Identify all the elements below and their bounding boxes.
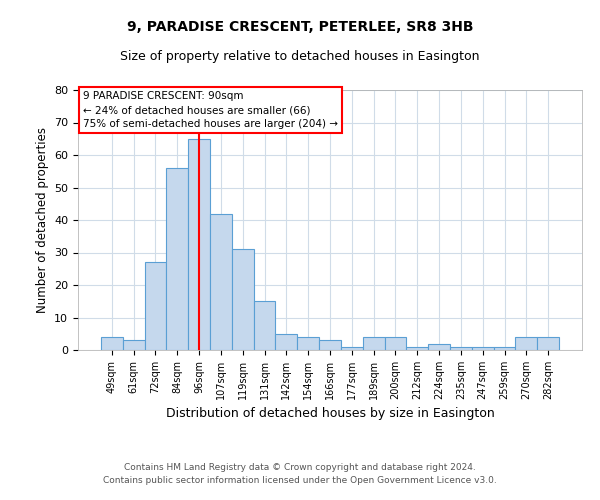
Bar	[472, 347, 494, 350]
Bar	[385, 337, 406, 350]
Text: Size of property relative to detached houses in Easington: Size of property relative to detached ho…	[120, 50, 480, 63]
Bar	[363, 337, 385, 350]
Bar	[537, 337, 559, 350]
Bar	[166, 168, 188, 350]
Bar	[319, 340, 341, 350]
Text: 9 PARADISE CRESCENT: 90sqm
← 24% of detached houses are smaller (66)
75% of semi: 9 PARADISE CRESCENT: 90sqm ← 24% of deta…	[83, 92, 338, 130]
Bar	[123, 340, 145, 350]
Bar	[101, 337, 123, 350]
Bar	[188, 138, 210, 350]
Bar	[406, 347, 428, 350]
Y-axis label: Number of detached properties: Number of detached properties	[35, 127, 49, 313]
Text: 9, PARADISE CRESCENT, PETERLEE, SR8 3HB: 9, PARADISE CRESCENT, PETERLEE, SR8 3HB	[127, 20, 473, 34]
Bar	[450, 347, 472, 350]
Bar	[494, 347, 515, 350]
Text: Contains HM Land Registry data © Crown copyright and database right 2024.
Contai: Contains HM Land Registry data © Crown c…	[103, 464, 497, 485]
Bar	[254, 301, 275, 350]
Bar	[428, 344, 450, 350]
Bar	[275, 334, 297, 350]
X-axis label: Distribution of detached houses by size in Easington: Distribution of detached houses by size …	[166, 408, 494, 420]
Bar	[515, 337, 537, 350]
Bar	[297, 337, 319, 350]
Bar	[145, 262, 166, 350]
Bar	[341, 347, 363, 350]
Bar	[210, 214, 232, 350]
Bar	[232, 250, 254, 350]
